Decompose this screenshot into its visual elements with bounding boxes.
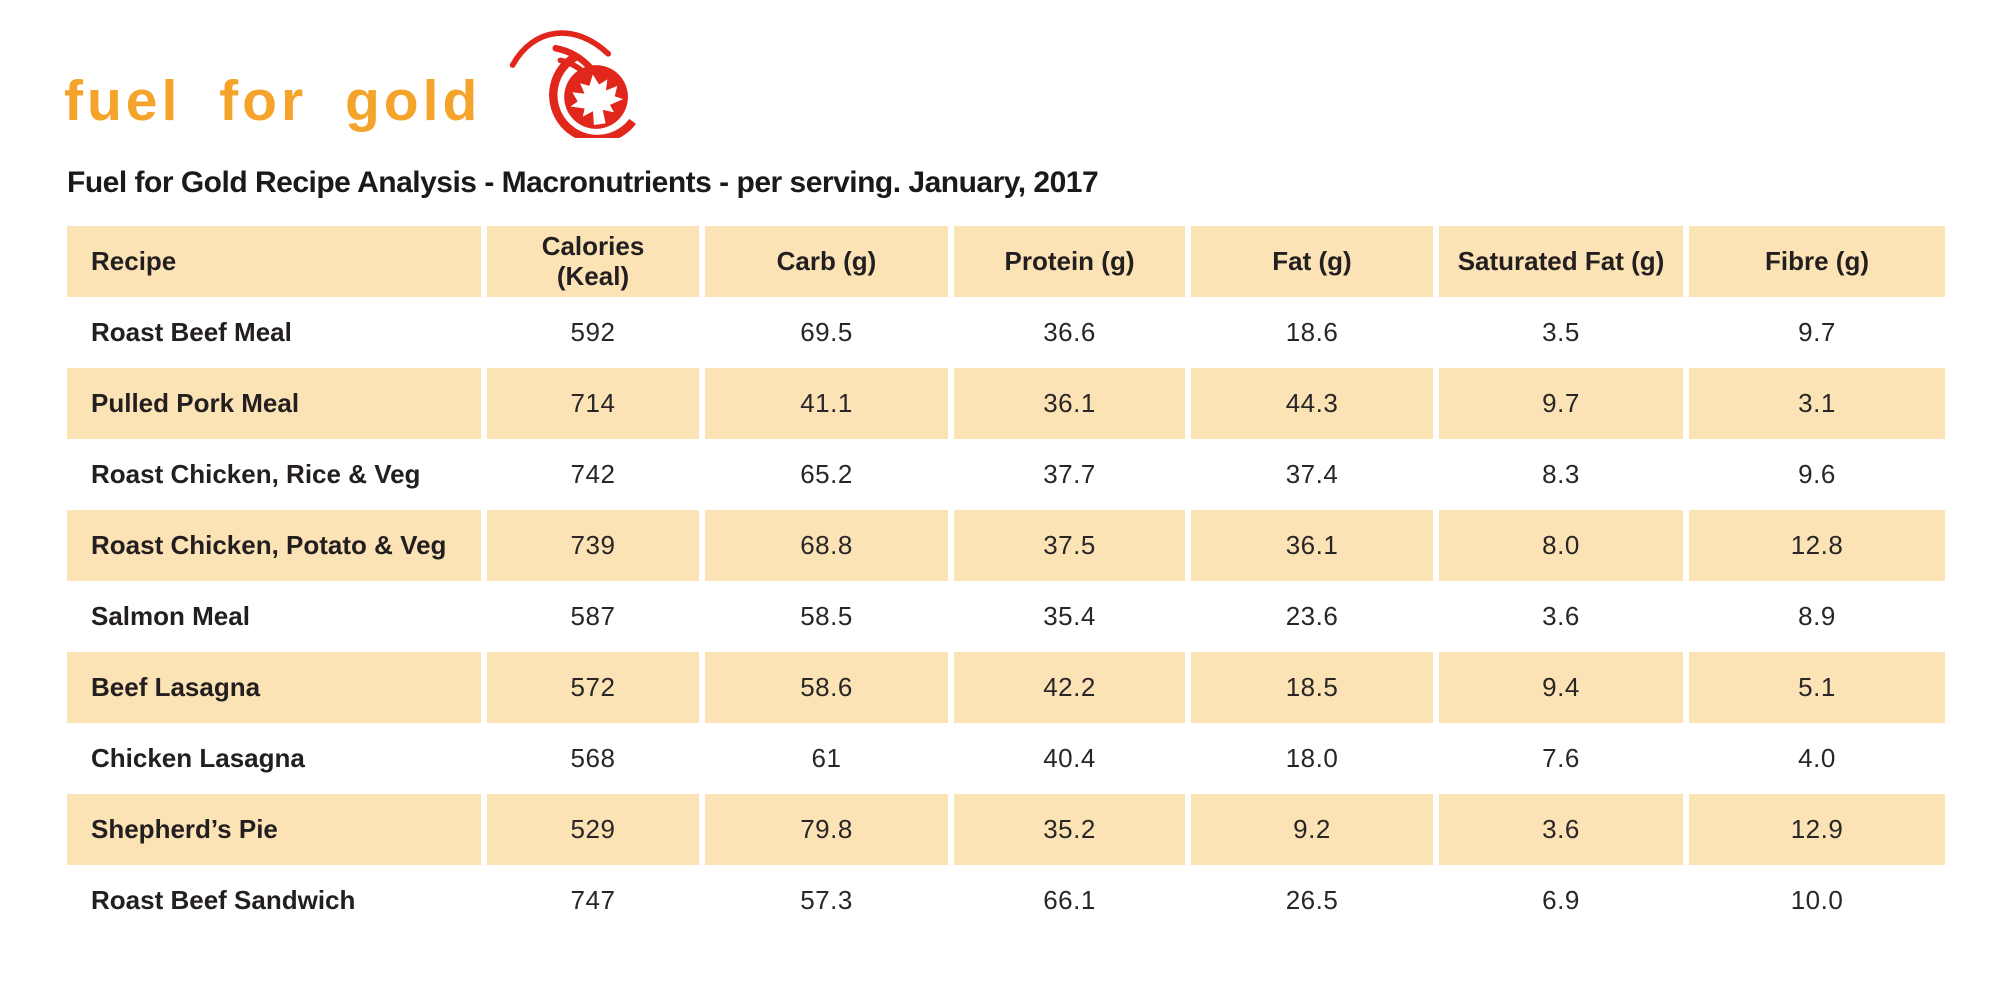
carb-value: 41.1 (705, 368, 948, 439)
fat-value: 18.5 (1191, 652, 1433, 723)
column-header-protein: Protein (g) (954, 226, 1185, 297)
column-header-fibre: Fibre (g) (1689, 226, 1945, 297)
table-row: Pulled Pork Meal 714 41.1 36.1 44.3 9.7 … (67, 368, 1945, 439)
fibre-value: 12.8 (1689, 510, 1945, 581)
fat-value: 18.6 (1285, 317, 1339, 347)
fibre-value: 12.9 (1689, 794, 1945, 865)
protein-value: 37.5 (954, 510, 1185, 581)
saturated-fat-value: 7.6 (1542, 743, 1580, 773)
table-row: Roast Chicken, Rice & Veg 742 65.2 37.7 … (67, 439, 1945, 510)
carb-value: 57.3 (800, 885, 853, 915)
table-header-row: Recipe Calories (Keal) Carb (g) Protein … (67, 226, 1945, 297)
protein-value: 42.2 (954, 652, 1185, 723)
recipe-name: Salmon Meal (91, 601, 250, 631)
fibre-value: 3.1 (1689, 368, 1945, 439)
table-row: Shepherd’s Pie 529 79.8 35.2 9.2 3.6 12.… (67, 794, 1945, 865)
column-header-carb: Carb (g) (705, 226, 948, 297)
calories-value: 572 (487, 652, 699, 723)
calories-value: 742 (570, 459, 616, 489)
table-row: Roast Beef Meal 592 69.5 36.6 18.6 3.5 9… (67, 297, 1945, 368)
calories-value: 592 (570, 317, 616, 347)
carb-value: 58.5 (800, 601, 853, 631)
saturated-fat-value: 3.6 (1542, 601, 1580, 631)
fat-value: 18.0 (1285, 743, 1339, 773)
recipe-name: Roast Chicken, Potato & Veg (67, 510, 481, 581)
column-header-fat: Fat (g) (1191, 226, 1433, 297)
protein-value: 35.4 (1043, 601, 1096, 631)
fibre-value: 10.0 (1790, 885, 1844, 915)
calories-value: 568 (570, 743, 616, 773)
recipe-name: Shepherd’s Pie (67, 794, 481, 865)
calories-value: 739 (487, 510, 699, 581)
fibre-value: 9.6 (1798, 459, 1836, 489)
saturated-fat-value: 9.7 (1439, 368, 1683, 439)
fibre-value: 4.0 (1798, 743, 1836, 773)
carb-value: 79.8 (705, 794, 948, 865)
recipe-name: Roast Beef Meal (91, 317, 292, 347)
protein-value: 35.2 (954, 794, 1185, 865)
recipe-name: Chicken Lasagna (91, 743, 305, 773)
protein-value: 36.6 (1043, 317, 1096, 347)
recipe-nutrition-table: Recipe Calories (Keal) Carb (g) Protein … (61, 226, 1951, 936)
saturated-fat-value: 9.4 (1439, 652, 1683, 723)
fibre-value: 5.1 (1689, 652, 1945, 723)
fat-value: 44.3 (1191, 368, 1433, 439)
protein-value: 36.1 (954, 368, 1185, 439)
carb-value: 58.6 (705, 652, 948, 723)
saturated-fat-value: 6.9 (1542, 885, 1580, 915)
flaming-maple-leaf-comet-icon (510, 30, 637, 138)
table-row: Roast Beef Sandwich 747 57.3 66.1 26.5 6… (67, 865, 1945, 936)
saturated-fat-value: 8.0 (1439, 510, 1683, 581)
fat-value: 9.2 (1191, 794, 1433, 865)
saturated-fat-value: 3.6 (1439, 794, 1683, 865)
saturated-fat-value: 8.3 (1542, 459, 1580, 489)
recipe-name: Roast Chicken, Rice & Veg (91, 459, 421, 489)
recipe-name: Roast Beef Sandwich (91, 885, 356, 915)
carb-value: 61 (811, 743, 842, 773)
column-header-saturated-fat: Saturated Fat (g) (1439, 226, 1683, 297)
carb-value: 68.8 (705, 510, 948, 581)
page-title: Fuel for Gold Recipe Analysis - Macronut… (67, 166, 1099, 199)
table-row: Chicken Lasagna 568 61 40.4 18.0 7.6 4.0 (67, 723, 1945, 794)
table-row: Roast Chicken, Potato & Veg 739 68.8 37.… (67, 510, 1945, 581)
calories-value: 587 (570, 601, 616, 631)
fibre-value: 8.9 (1798, 601, 1836, 631)
calories-value: 747 (570, 885, 616, 915)
fibre-value: 9.7 (1798, 317, 1836, 347)
recipe-name: Pulled Pork Meal (67, 368, 481, 439)
column-header-recipe: Recipe (67, 226, 481, 297)
protein-value: 66.1 (1043, 885, 1096, 915)
calories-value: 714 (487, 368, 699, 439)
fat-value: 37.4 (1285, 459, 1339, 489)
fuel-for-gold-logo: fuel for gold (64, 10, 657, 138)
logo-wordmark: fuel for gold (64, 69, 482, 133)
carb-value: 65.2 (800, 459, 853, 489)
saturated-fat-value: 3.5 (1542, 317, 1580, 347)
fat-value: 36.1 (1191, 510, 1433, 581)
fat-value: 26.5 (1285, 885, 1339, 915)
carb-value: 69.5 (800, 317, 853, 347)
column-header-calories: Calories (Keal) (487, 226, 699, 297)
table-row: Salmon Meal 587 58.5 35.4 23.6 3.6 8.9 (67, 581, 1945, 652)
fat-value: 23.6 (1285, 601, 1339, 631)
protein-value: 37.7 (1043, 459, 1096, 489)
protein-value: 40.4 (1043, 743, 1096, 773)
calories-value: 529 (487, 794, 699, 865)
recipe-name: Beef Lasagna (67, 652, 481, 723)
table-row: Beef Lasagna 572 58.6 42.2 18.5 9.4 5.1 (67, 652, 1945, 723)
